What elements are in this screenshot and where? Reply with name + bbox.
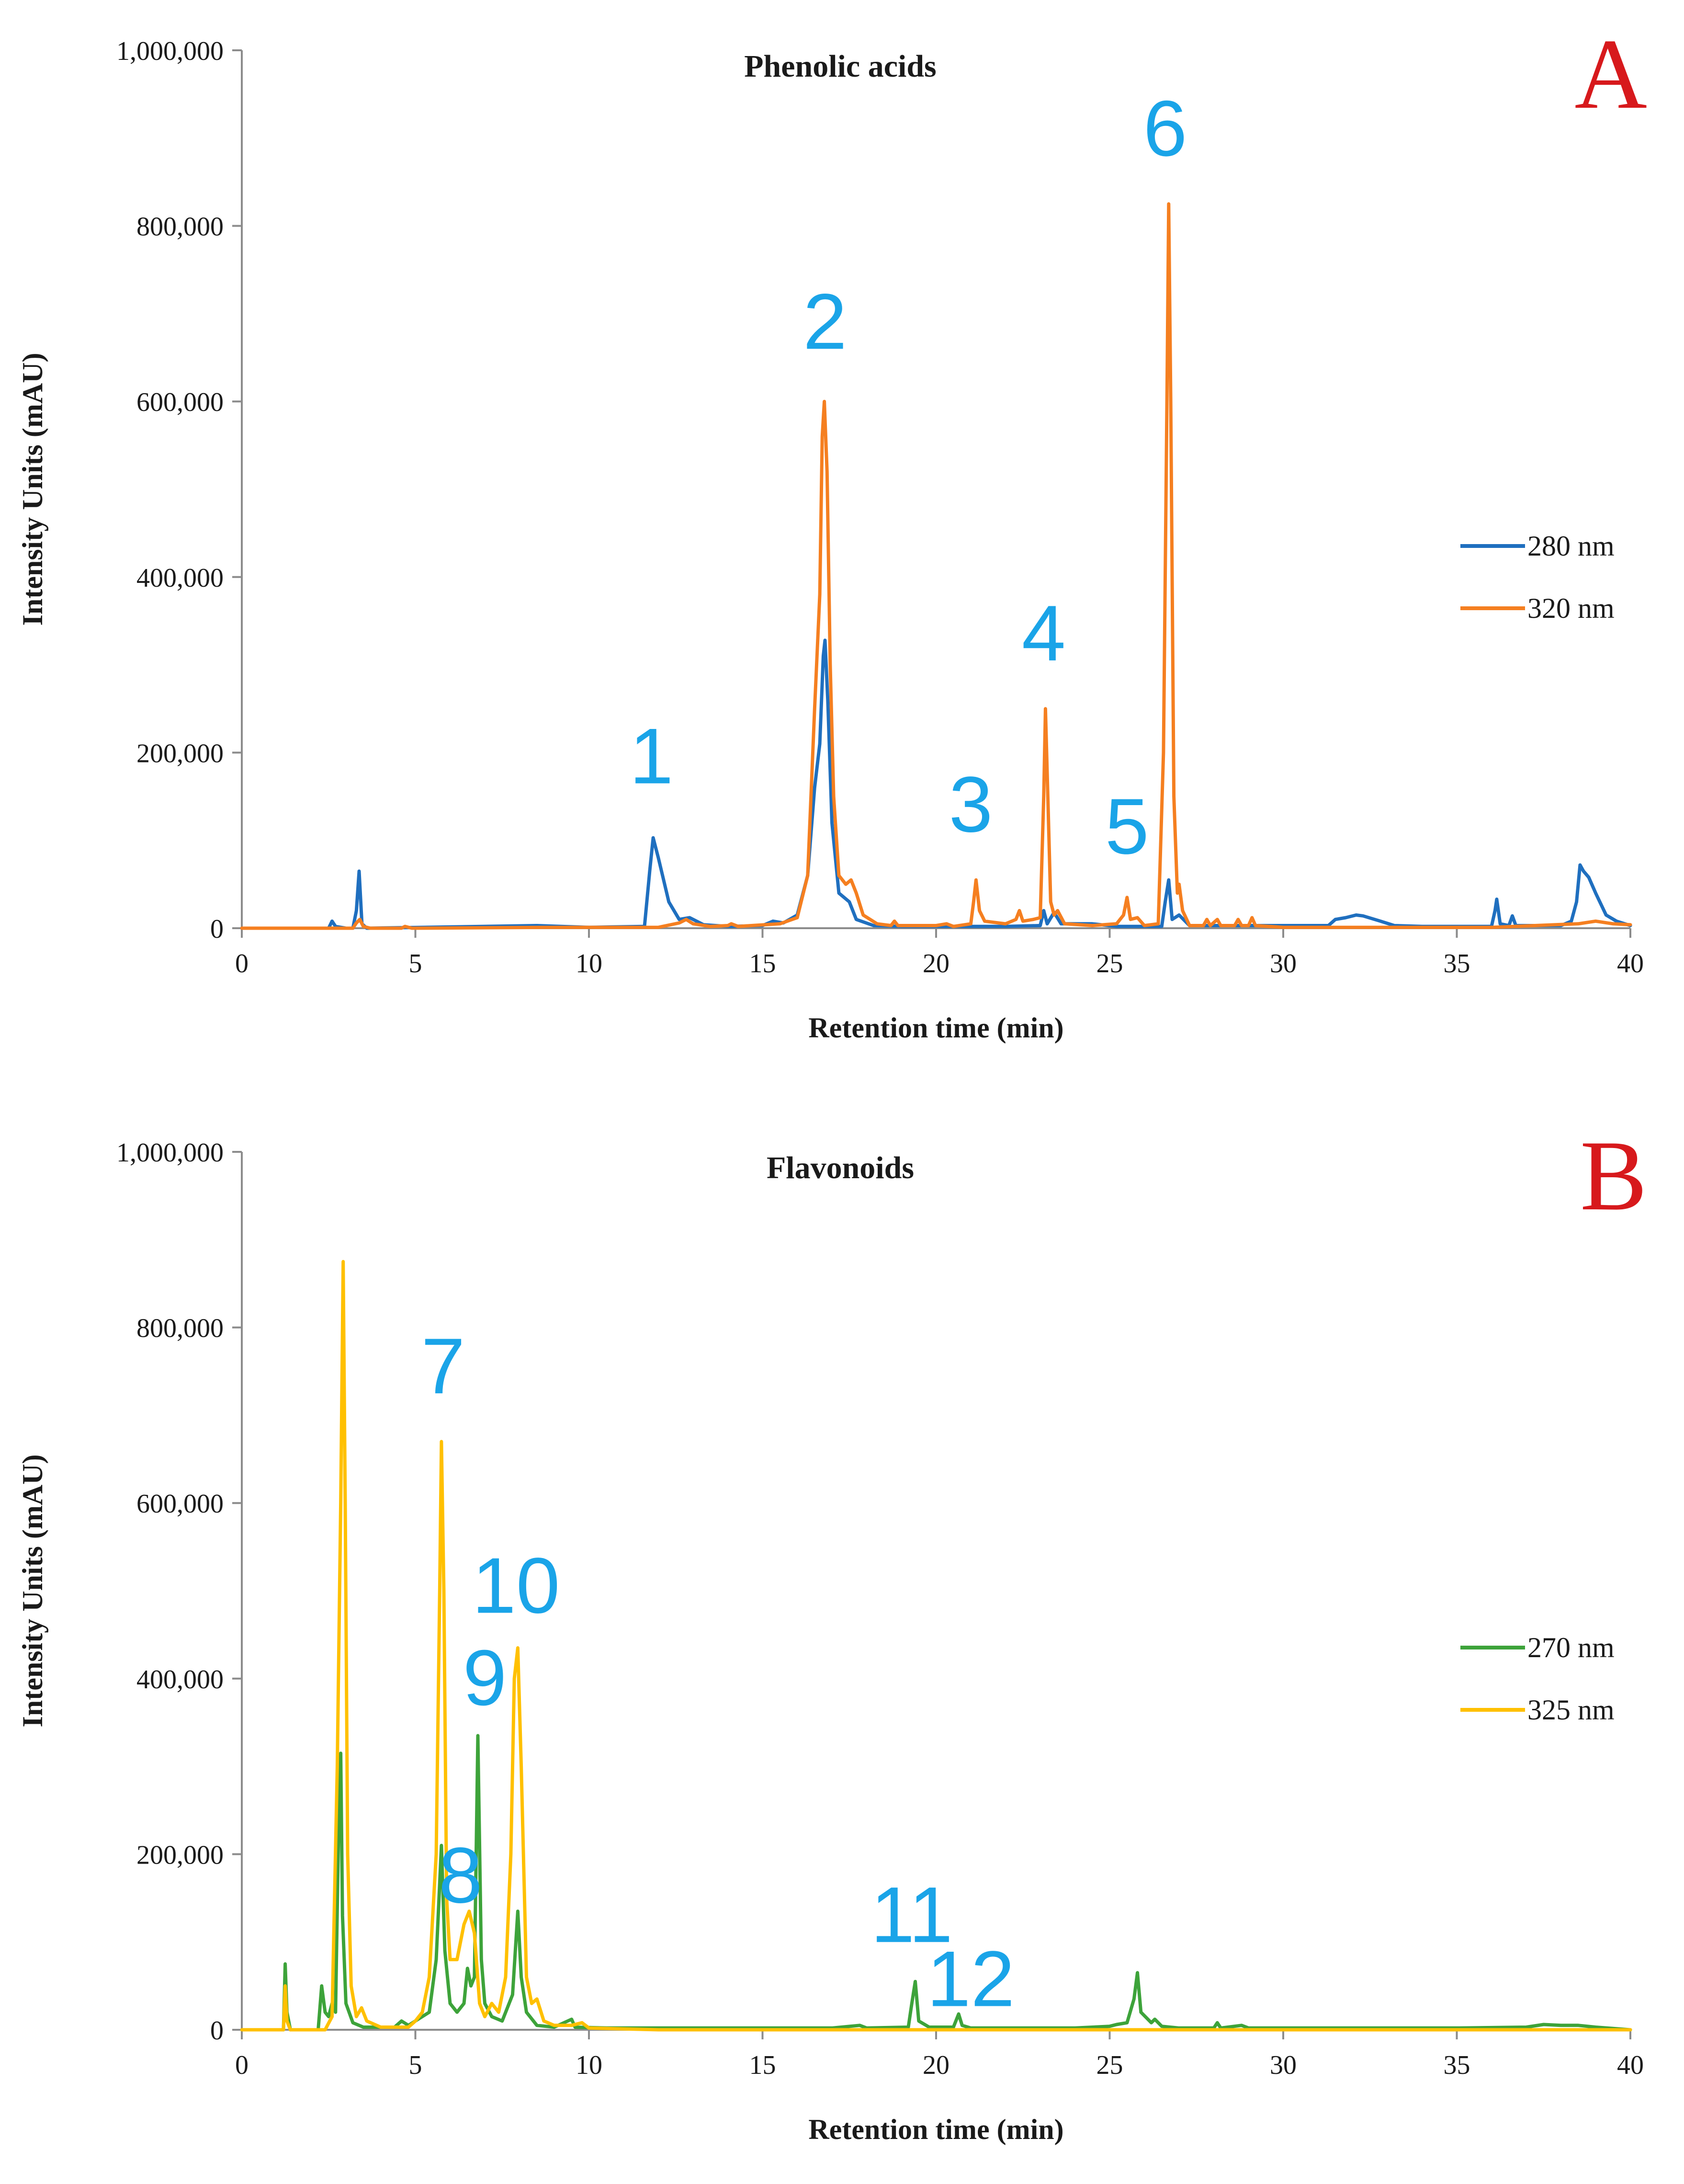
x-tick-label: 10: [576, 2050, 602, 2080]
series-line-325-nm: [240, 1260, 1632, 2032]
panel-a-phenolic-acids: 0 200,000 400,000 600,000 800,000 1,000,000 0 5…: [17, 19, 1647, 1044]
y-tick-label: 1,000,000: [116, 36, 224, 66]
peak-label: 2: [803, 277, 847, 365]
y-tick-label: 400,000: [136, 1665, 224, 1695]
x-tick-label: 25: [1096, 2050, 1123, 2080]
legend-label: 325 nm: [1527, 1694, 1615, 1726]
series-line-280-nm: [240, 638, 1632, 930]
x-axis-title: Retention time (min): [808, 1012, 1063, 1044]
y-tick-label: 400,000: [136, 563, 224, 593]
peak-label: 9: [463, 1634, 507, 1722]
peak-label: 12: [927, 1935, 1015, 2023]
x-tick-label: 40: [1617, 2050, 1644, 2080]
y-tick-label: 200,000: [136, 1840, 224, 1870]
x-tick-label: 15: [749, 949, 776, 978]
x-tick-label: 0: [235, 949, 249, 978]
x-tick-label: 10: [576, 949, 602, 978]
x-tick-label: 35: [1444, 949, 1470, 978]
x-tick-label: 0: [235, 2050, 249, 2080]
chart-title: Phenolic acids: [744, 49, 937, 84]
series-line-320-nm: [240, 202, 1632, 930]
legend-label: 270 nm: [1527, 1632, 1615, 1663]
panel-b-flavonoids: 0 200,000 400,000 600,000 800,000 1,000,000 0 5…: [17, 1120, 1647, 2145]
peak-label: 11: [871, 1871, 953, 1959]
peak-label: 4: [1022, 589, 1066, 677]
peak-label: 8: [439, 1831, 483, 1919]
x-tick-label: 30: [1270, 949, 1297, 978]
peak-label: 10: [472, 1541, 560, 1629]
panel-letter: A: [1574, 19, 1647, 130]
y-axis-title: Intensity Units (mAU): [17, 353, 48, 626]
peak-label: 7: [421, 1322, 465, 1410]
peak-label: 5: [1105, 782, 1149, 870]
x-tick-label: 40: [1617, 949, 1644, 978]
panel-letter: B: [1580, 1120, 1647, 1231]
x-tick-label: 20: [923, 949, 949, 978]
y-tick-label: 600,000: [136, 387, 224, 417]
y-tick-label: 0: [210, 914, 224, 944]
chart-title: Flavonoids: [767, 1150, 914, 1185]
legend-label: 280 nm: [1527, 530, 1615, 562]
peak-label: 1: [630, 712, 674, 800]
x-tick-label: 20: [923, 2050, 949, 2080]
y-tick-label: 200,000: [136, 739, 224, 768]
x-tick-label: 30: [1270, 2050, 1297, 2080]
y-tick-label: 800,000: [136, 1314, 224, 1343]
y-tick-label: 800,000: [136, 212, 224, 242]
y-tick-label: 1,000,000: [116, 1138, 224, 1168]
x-tick-label: 15: [749, 2050, 776, 2080]
y-tick-label: 600,000: [136, 1489, 224, 1519]
x-tick-label: 5: [409, 2050, 422, 2080]
series-line-270-nm: [240, 1734, 1632, 2032]
x-tick-label: 35: [1444, 2050, 1470, 2080]
legend-label: 320 nm: [1527, 592, 1615, 624]
peak-label: 3: [949, 760, 993, 848]
x-tick-label: 5: [409, 949, 422, 978]
peak-label: 6: [1143, 84, 1187, 172]
y-tick-label: 0: [210, 2016, 224, 2046]
y-axis-title: Intensity Units (mAU): [17, 1455, 48, 1728]
x-axis-title: Retention time (min): [808, 2114, 1063, 2145]
x-tick-label: 25: [1096, 949, 1123, 978]
